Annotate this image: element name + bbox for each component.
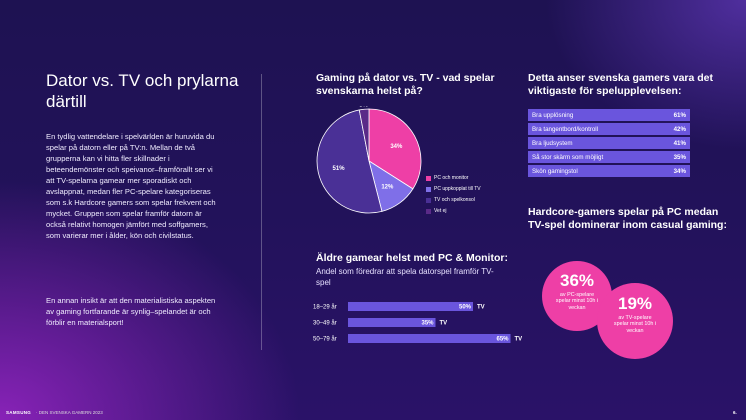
legend-swatch (426, 186, 431, 192)
table-row-label: Bra upplösning (532, 111, 574, 119)
pie-slice-label: 51% (333, 166, 346, 172)
legend-label: TV och spelkonsol (434, 197, 475, 203)
legend-swatch (426, 197, 431, 203)
table-row: Så stor skärm som möjligt 35% (528, 151, 690, 163)
bar-end-label: TV (477, 305, 485, 311)
bar-category-label: 18–29 år (313, 304, 337, 311)
table-row-label: Skön gamingstol (532, 167, 578, 175)
insight-paragraph: En annan insikt är att den materialistis… (46, 296, 216, 327)
table-row-value: 41% (673, 139, 686, 147)
importance-table-title: Detta anser svenska gamers vara det vikt… (528, 72, 714, 97)
bar-chart-title: Äldre gamear helst med PC & Monitor: (316, 252, 508, 264)
legend-swatch (426, 208, 431, 214)
table-row: Bra tangentbord/kontroll 42% (528, 123, 690, 135)
column-divider (261, 74, 262, 350)
tv-stat-value: 19% (617, 294, 653, 313)
legend-item: TV och spelkonsol (426, 197, 475, 203)
bar (348, 318, 436, 327)
pie-slice-label: 3% (359, 106, 368, 108)
bar-end-label: TV (440, 321, 448, 327)
bar-chart-subtitle: Andel som föredrar att spela datorspel f… (316, 267, 494, 287)
bar-chart: 18–29 år 50% TV 30–49 år 35% TV 50–79 år 65% TV (313, 302, 523, 343)
legend-label: PC och monitor (434, 175, 469, 181)
page-title: Dator vs. TV och prylarna därtill (46, 71, 239, 111)
importance-table: Bra upplösning 61% Bra tangentbord/kontrol… (528, 109, 690, 179)
footer-text: · DEN SVENSKA GAMERN 2023 (36, 410, 103, 415)
bar-category-label: 30–49 år (313, 320, 337, 327)
bar (348, 334, 511, 343)
legend-label: Vet ej (434, 208, 447, 214)
bar (348, 302, 473, 311)
pc-stat-caption: av PC-spelare spelar minst 10h i veckan (555, 292, 599, 311)
brand-logo: SAMSUNG (6, 410, 32, 415)
bar-value-label: 35% (421, 321, 434, 327)
tv-stat-circle: 19% av TV-spelare spelar minst 10h i vec… (597, 283, 673, 359)
page-number: 6. (733, 410, 737, 415)
intro-paragraph: En tydlig vattendelare i spelvärlden är … (46, 132, 216, 240)
pie-slice (358, 108, 370, 162)
bar-category-label: 50–79 år (313, 336, 337, 343)
table-row-label: Så stor skärm som möjligt (532, 153, 604, 161)
table-row-label: Bra tangentbord/kontroll (532, 125, 599, 133)
hardcore-title: Hardcore-gamers spelar på PC medan TV-sp… (528, 206, 727, 231)
table-row: Skön gamingstol 34% (528, 165, 690, 177)
table-row: Bra upplösning 61% (528, 109, 690, 121)
bar-value-label: 65% (496, 337, 509, 343)
pie-slice-label: 34% (390, 144, 403, 150)
table-row-value: 35% (673, 153, 686, 161)
table-row-value: 42% (673, 125, 686, 133)
pie-chart: 34% 12% 51% 3% (316, 106, 422, 214)
bar-end-label: TV (515, 337, 523, 343)
bar-value-label: 50% (459, 305, 472, 311)
legend-item: Vet ej (426, 208, 447, 214)
pie-slice (316, 109, 383, 214)
legend-label: PC uppkopplat till TV (434, 186, 481, 192)
legend-swatch (426, 175, 431, 181)
table-row-label: Bra ljudsystem (532, 139, 573, 147)
table-row-value: 34% (673, 167, 686, 175)
tv-stat-caption: av TV-spelare spelar minst 10h i veckan (613, 315, 657, 334)
table-row-value: 61% (673, 111, 686, 119)
legend-item: PC och monitor (426, 175, 468, 181)
pie-slice-label: 12% (381, 184, 394, 190)
pie-chart-title: Gaming på dator vs. TV - vad spelar sven… (316, 72, 495, 97)
table-row: Bra ljudsystem 41% (528, 137, 690, 149)
pc-stat-value: 36% (559, 271, 595, 290)
legend-item: PC uppkopplat till TV (426, 186, 481, 192)
